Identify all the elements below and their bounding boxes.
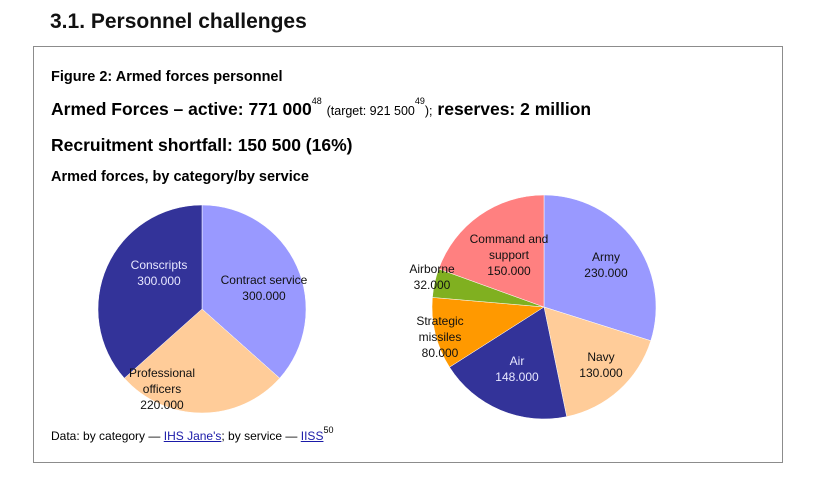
ihs-janes-link[interactable]: IHS Jane's — [163, 429, 222, 443]
pie2-slice-navy — [543, 306, 652, 417]
charts-subtitle: Armed forces, by category/by service — [51, 169, 309, 185]
pie2-label-air: Air 148.000 — [495, 354, 539, 384]
pie2-slice-command-and-support — [438, 194, 545, 308]
footnote-ref-49: 49 — [414, 96, 425, 106]
source-line: Data: by category — IHS Jane's; by servi… — [51, 425, 333, 443]
reserves-label: reserves: 2 million — [437, 99, 592, 119]
active-forces-headline: Armed Forces – active: 771 00048 (target… — [51, 96, 592, 120]
figure-title: Figure 2: Armed forces personnel — [51, 69, 283, 85]
figure-box: Figure 2: Armed forces personnel Armed F… — [33, 46, 783, 463]
pie2-slice-army — [543, 194, 657, 342]
pie2-slice-strategic-missiles — [431, 297, 545, 368]
pie1-label-conscripts: Conscripts 300.000 — [131, 258, 188, 288]
pie1-slice-conscripts — [97, 204, 203, 379]
footnote-ref-50: 50 — [323, 425, 334, 435]
pie1-label-contract-service: Contract service 300.000 — [221, 273, 308, 303]
source-prefix: Data: by category — — [51, 429, 161, 443]
pie2-label-strategic-missiles: Strategic missiles 80.000 — [416, 314, 463, 360]
iiss-link[interactable]: IISS — [300, 429, 324, 443]
pie1-label-professional-officers: Professional officers 220.000 — [129, 366, 195, 412]
pie-charts: Contract service 300.000 Professional offic… — [97, 194, 657, 420]
pie1-slice-contract-service — [201, 204, 307, 379]
active-forces-label: Armed Forces – active: 771 000 — [51, 99, 312, 119]
source-middle: ; by service — — [221, 429, 298, 443]
target-close: ); — [424, 104, 433, 118]
section-title: 3.1. Personnel challenges — [50, 10, 307, 33]
pie1-slice-professional-officers — [124, 308, 280, 414]
recruitment-shortfall: Recruitment shortfall: 150 500 (16%) — [51, 135, 353, 155]
pie2-label-navy: Navy 130.000 — [579, 350, 623, 380]
pie2-slice-air — [449, 306, 567, 420]
pie2-label-army: Army 230.000 — [584, 250, 628, 280]
pie2-label-command-and-support: Command and support 150.000 — [470, 232, 549, 278]
pie2-label-airborne: Airborne 32.000 — [409, 262, 455, 292]
target-text: (target: 921 500 — [326, 104, 415, 118]
footnote-ref-48: 48 — [311, 96, 322, 106]
